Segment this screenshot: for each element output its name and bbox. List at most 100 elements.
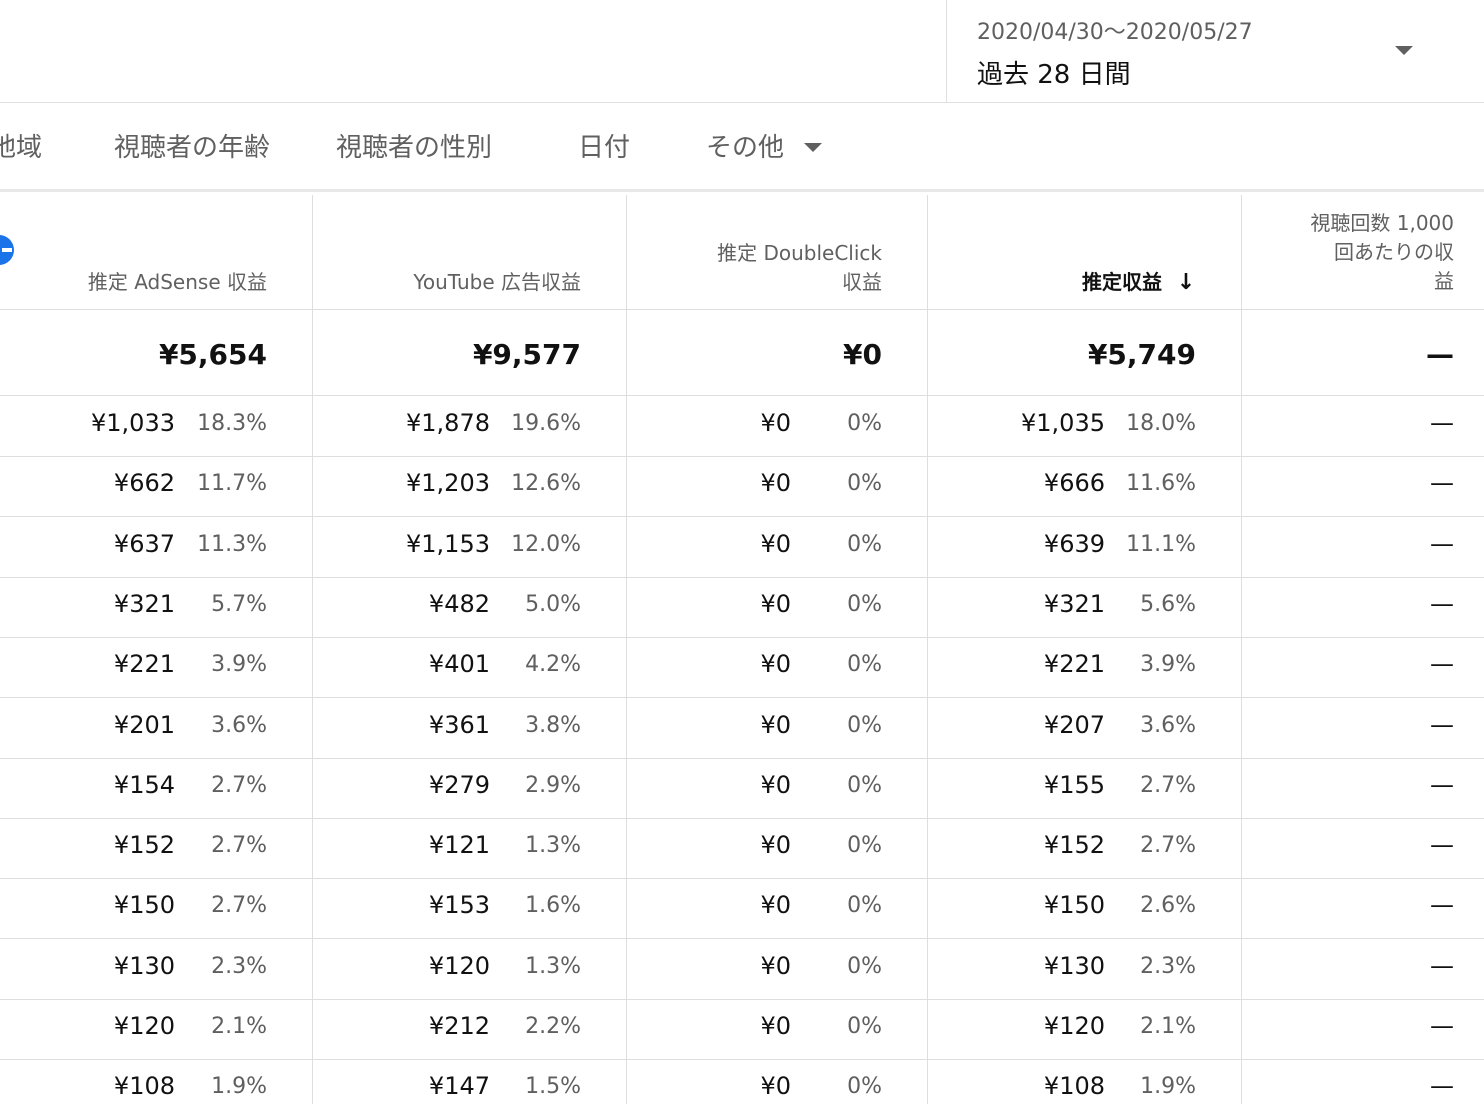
cell-percent: 2.1% [211,1014,267,1039]
row-divider [0,456,1484,457]
table-row[interactable]: ¥120 2.1% ¥212 2.2% ¥0 0% ¥120 2.1% — [0,999,1484,1059]
total-value: ¥5,654 [158,338,267,371]
column-divider [927,195,928,1104]
cell-value: — [1430,1012,1454,1040]
cell-percent: 0% [847,652,882,678]
cell-percent: 11.7% [197,471,267,497]
cell-value: ¥150 [113,891,175,920]
tab-more[interactable]: その他 [706,127,823,164]
cell-value: ¥321 [1043,589,1105,618]
arrow-down-icon[interactable]: ↓ [1176,270,1196,295]
cell-percent: 5.0% [525,591,581,617]
tab-date[interactable]: 日付 [578,133,631,163]
cell-percent: 0% [847,772,882,798]
column-header-label: 収益 [842,270,882,294]
cell-value: — [1430,650,1454,679]
column-divider [626,195,627,1104]
table-row[interactable]: ¥1,033 18.3% ¥1,878 19.6% ¥0 0% ¥1,035 18.0% — [0,396,1484,456]
cell-value: — [1430,770,1454,799]
table-row[interactable]: ¥130 2.3% ¥120 1.3% ¥0 0% ¥130 2.3% — [0,939,1484,999]
cell-value: ¥1,153 [406,529,490,558]
total-value: ¥0 [843,338,882,371]
cell-percent: 2.7% [211,833,267,859]
row-divider [0,697,1484,699]
cell-percent: 3.8% [525,712,581,738]
table-row[interactable]: ¥221 3.9% ¥401 4.2% ¥0 0% ¥221 3.9% — [0,637,1484,697]
cell-value: ¥321 [113,589,175,618]
date-range-picker[interactable]: 2020/04/30〜2020/05/27 過去 28 日間 [946,0,1484,102]
cell-value: ¥152 [1043,831,1105,860]
cell-percent: 0% [847,1074,882,1100]
caret-down-icon [804,143,823,152]
column-header-estimated[interactable]: 推定収益 ↓ [1082,268,1196,297]
tab-more-label: その他 [706,133,785,163]
cell-percent: 18.3% [197,411,267,436]
cell-value: ¥155 [1043,770,1105,799]
row-divider [0,817,1484,819]
cell-percent: 1.5% [525,1074,581,1100]
cell-value: ¥0 [760,951,791,980]
column-header-label: 回あたりの収 [1334,240,1454,264]
column-header-youtube[interactable]: YouTube 広告収益 [413,268,581,297]
cell-value: ¥639 [1043,529,1105,558]
table-row[interactable]: ¥321 5.7% ¥482 5.0% ¥0 0% ¥321 5.6% — [0,577,1484,637]
cell-value: ¥666 [1043,469,1105,498]
period-label: 過去 28 日間 [977,60,1131,90]
cell-percent: 2.3% [211,953,267,979]
table-row[interactable]: ¥637 11.3% ¥1,153 12.0% ¥0 0% ¥639 11.1% — [0,517,1484,577]
tab-viewer-age[interactable]: 視聴者の年齢 [114,133,271,163]
top-bar: 2020/04/30〜2020/05/27 過去 28 日間 [0,0,1484,103]
cell-value: ¥0 [760,1072,791,1101]
header-divider [0,309,1484,310]
table-row[interactable]: ¥108 1.9% ¥147 1.5% ¥0 0% ¥108 1.9% — [0,1059,1484,1119]
column-header-rpm[interactable]: 視聴回数 1,000 回あたりの収益 [1310,209,1454,296]
cell-percent: 0% [847,893,882,919]
table-row[interactable]: ¥152 2.7% ¥121 1.3% ¥0 0% ¥152 2.7% — [0,818,1484,878]
row-divider [0,757,1484,759]
cell-value: ¥130 [1043,951,1105,980]
cell-percent: 3.6% [1140,712,1196,738]
cell-value: ¥1,033 [91,409,175,437]
row-divider [0,576,1484,578]
column-header-label: 推定 AdSense 収益 [87,270,267,294]
cell-value: ¥207 [1043,710,1105,739]
cell-value: ¥152 [113,831,175,860]
cell-value: — [1430,409,1454,437]
cell-value: ¥150 [1043,891,1105,920]
cell-percent: 0% [847,591,882,617]
cell-percent: 0% [847,953,882,979]
cell-value: ¥0 [760,409,791,437]
column-header-label: 推定 DoubleClick [717,241,882,265]
table-row[interactable]: ¥154 2.7% ¥279 2.9% ¥0 0% ¥155 2.7% — [0,758,1484,818]
cell-percent: 0% [847,411,882,436]
row-divider [0,1059,1484,1060]
cell-percent: 1.3% [525,953,581,979]
table-row[interactable]: ¥662 11.7% ¥1,203 12.6% ¥0 0% ¥666 11.6% — [0,456,1484,516]
cell-value: — [1430,1072,1454,1101]
cell-value: — [1430,710,1454,739]
cell-percent: 5.7% [211,591,267,617]
add-circle-icon[interactable] [0,235,14,265]
total-value: — [1426,338,1454,371]
cell-value: ¥147 [428,1072,490,1101]
column-header-doubleclick[interactable]: 推定 DoubleClick 収益 [717,239,882,297]
column-header-label: 益 [1434,269,1454,293]
table-row[interactable]: ¥150 2.7% ¥153 1.6% ¥0 0% ¥150 2.6% — [0,878,1484,938]
table-row[interactable]: ¥201 3.6% ¥361 3.8% ¥0 0% ¥207 3.6% — [0,698,1484,758]
column-header-adsense[interactable]: 推定 AdSense 収益 [88,268,267,297]
cell-percent: 11.1% [1126,531,1196,557]
cell-percent: 11.6% [1126,471,1196,497]
cell-value: ¥637 [113,529,175,558]
cell-value: ¥0 [760,529,791,558]
cell-percent: 11.3% [197,531,267,557]
column-header-label: YouTube 広告収益 [413,270,581,294]
cell-percent: 3.6% [211,712,267,738]
cell-value: — [1430,469,1454,498]
tab-viewer-gender[interactable]: 視聴者の性別 [336,133,493,163]
tab-region[interactable]: 地域 [0,133,43,163]
cell-percent: 2.7% [211,893,267,919]
cell-value: — [1430,831,1454,860]
cell-value: ¥120 [1043,1012,1105,1040]
dimension-tabs: 地域 視聴者の年齢 視聴者の性別 日付 その他 [0,103,1484,192]
cell-percent: 3.9% [211,652,267,678]
